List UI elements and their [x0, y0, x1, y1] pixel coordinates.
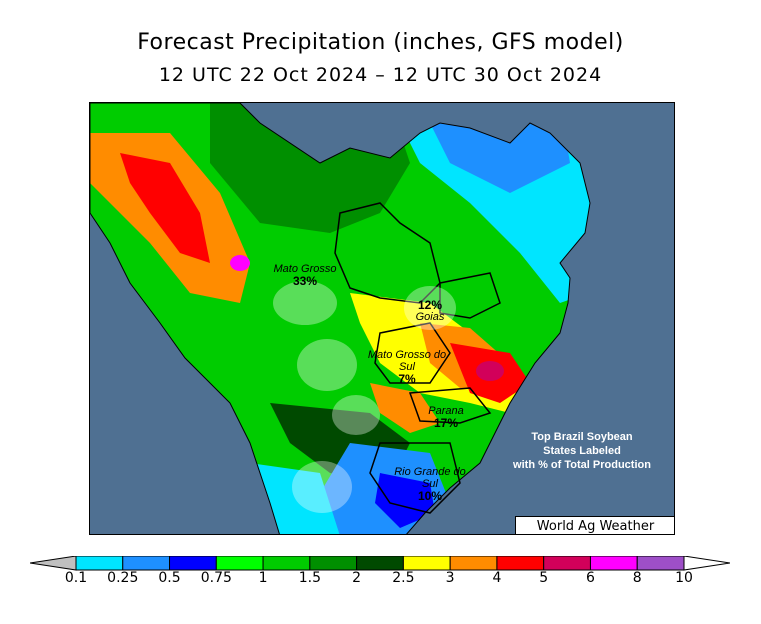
- legend-swatch: [543, 556, 591, 571]
- legend-swatch: [262, 556, 311, 571]
- state-name: Mato Grosso: [273, 263, 337, 275]
- legend-tick-label: 10: [675, 570, 693, 586]
- map-title: Forecast Precipitation (inches, GFS mode…: [137, 30, 624, 55]
- state-label-goias: 12% Goias: [395, 299, 465, 323]
- legend-tick-label: 1.5: [298, 570, 321, 586]
- label-disc: [297, 339, 357, 391]
- legend-swatch: [215, 556, 264, 571]
- precip-andes-red: [120, 153, 210, 263]
- border-rio-grande-do-sul: [369, 442, 461, 514]
- legend-tick-label: 5: [539, 570, 549, 586]
- state-pct: 12%: [417, 298, 443, 312]
- legend-over-arrow: [683, 556, 730, 571]
- info-box: Top Brazil Soybean States Labeled with %…: [502, 430, 662, 472]
- border-mato-grosso: [334, 202, 441, 304]
- legend-swatch: [356, 556, 404, 571]
- info-line: Top Brazil Soybean: [531, 431, 633, 443]
- state-name: Goias: [415, 311, 445, 323]
- legend-tick-label: 0.5: [158, 570, 181, 586]
- legend-tick-label: 0.25: [107, 570, 139, 586]
- border-parana: [408, 387, 492, 424]
- state-label-rio-grande-do-sul: Rio Grande do Sul 10%: [390, 466, 470, 502]
- state-pct: 17%: [433, 416, 459, 430]
- legend-swatch: [75, 556, 124, 571]
- border-goias: [439, 272, 501, 319]
- legend-tick-label: 2.5: [392, 570, 415, 586]
- legend-swatch: [496, 556, 545, 571]
- legend-swatch: [449, 556, 498, 571]
- precip-southeast-max: [476, 361, 504, 381]
- map-subtitle: 12 UTC 22 Oct 2024 – 12 UTC 30 Oct 2024: [158, 64, 603, 86]
- state-name: Parana: [428, 405, 464, 417]
- state-label-parana: Parana 17%: [406, 405, 486, 429]
- brand-label: World Ag Weather: [515, 516, 674, 534]
- label-disc: [292, 461, 352, 513]
- state-label-mato-grosso-do-sul: Mato Grosso do Sul 7%: [367, 349, 447, 385]
- label-disc: [404, 286, 456, 330]
- precip-max-west: [230, 255, 250, 271]
- legend-tick-label: 2: [352, 570, 362, 586]
- precip-rgs-deep: [375, 473, 435, 528]
- legend-tick-label: 4: [492, 570, 502, 586]
- legend-swatch: [636, 556, 685, 571]
- info-line: States Labeled: [543, 445, 621, 457]
- state-pct: 33%: [292, 274, 318, 288]
- legend-swatch: [309, 556, 358, 571]
- legend-swatch: [122, 556, 171, 571]
- color-legend: [30, 556, 730, 571]
- state-pct: 10%: [417, 489, 443, 503]
- legend-swatch: [169, 556, 217, 571]
- legend-swatch: [402, 556, 451, 571]
- border-mato-grosso-do-sul: [374, 322, 451, 384]
- legend-tick-label: 8: [632, 570, 642, 586]
- legend-tick-label: 0.75: [200, 570, 232, 586]
- legend-tick-label: 1: [258, 570, 268, 586]
- state-pct: 7%: [398, 372, 416, 386]
- info-line: with % of Total Production: [513, 459, 651, 471]
- legend-tick-label: 0.1: [64, 570, 88, 586]
- legend-under-arrow: [30, 556, 77, 571]
- state-name: Rio Grande do Sul: [394, 466, 466, 490]
- state-label-mato-grosso: Mato Grosso 33%: [255, 263, 355, 287]
- legend-tick-label: 6: [585, 570, 595, 586]
- map-canvas: [90, 103, 591, 534]
- legend-tick-label: 3: [445, 570, 455, 586]
- label-disc: [273, 281, 337, 325]
- label-disc: [332, 395, 380, 435]
- legend-swatch: [589, 556, 638, 571]
- precipitation-map: Mato Grosso 33% 12% Goias Mato Grosso do…: [89, 102, 675, 535]
- state-name: Mato Grosso do Sul: [367, 349, 447, 373]
